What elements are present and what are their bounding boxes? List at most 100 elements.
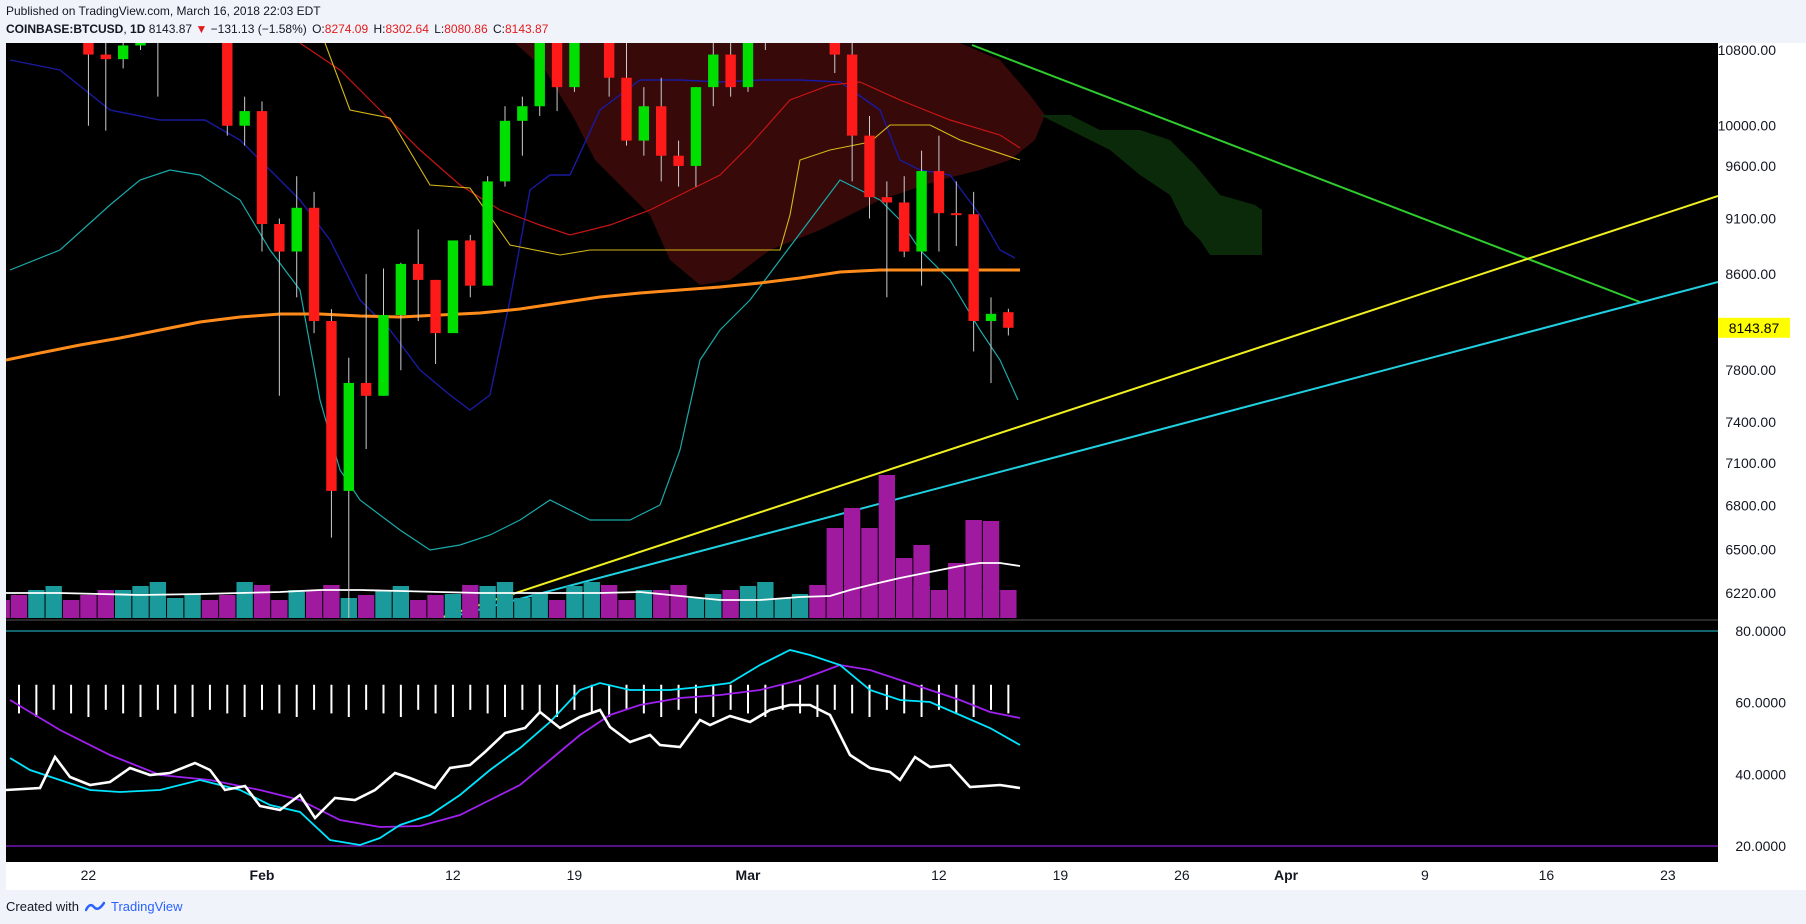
candle-2018-03-08 <box>864 115 875 219</box>
time-tick-label: 12 <box>445 867 461 883</box>
price-tick-label: 6800.00 <box>1725 497 1776 513</box>
candle-body <box>656 106 667 156</box>
volume-bar <box>878 475 896 618</box>
volume-bar <box>982 521 1000 618</box>
volume-bar <box>323 585 340 618</box>
time-tick-label: Mar <box>736 867 761 883</box>
candle-body <box>83 43 94 55</box>
candle-2018-02-03 <box>291 176 302 298</box>
volume-bar <box>114 590 132 618</box>
candle-body <box>308 207 320 322</box>
volume-bar <box>479 586 496 618</box>
candle-body <box>274 223 285 252</box>
candle-body <box>326 321 337 491</box>
volume-bar <box>167 598 184 618</box>
volume-bar <box>375 590 392 618</box>
ichimoku-cloud-green <box>1040 115 1262 255</box>
volume-bar <box>583 582 600 618</box>
candle-2018-02-01 <box>256 101 268 252</box>
volume-bar <box>357 595 375 618</box>
volume-bar <box>948 563 965 618</box>
volume-bar <box>896 558 913 618</box>
price-change: −131.13 (−1.58%) <box>210 22 307 36</box>
candle-2018-01-19 <box>31 0 41 41</box>
time-tick-label: 12 <box>931 867 947 883</box>
candle-body <box>343 382 354 491</box>
candle-2018-03-15 <box>985 297 997 383</box>
ma-red-line <box>299 43 1021 236</box>
candle-body <box>0 0 7 23</box>
candle-2018-03-11 <box>916 150 927 286</box>
tradingview-brand-link[interactable]: TradingView <box>110 899 183 914</box>
trendline-yellow <box>439 195 1718 618</box>
time-tick-label: 9 <box>1421 867 1429 883</box>
candle-body <box>447 240 459 334</box>
quote-line: COINBASE:BTCUSD, 1D 8143.87 ▼ −131.13 (−… <box>6 22 549 36</box>
candlestick-series <box>0 0 1014 618</box>
candle-2018-01-30 <box>222 43 233 136</box>
volume-bar <box>600 585 618 618</box>
svg-text:8143.87: 8143.87 <box>1729 320 1780 336</box>
time-tick-label: 22 <box>81 867 97 883</box>
candle-body <box>603 43 615 78</box>
volume-bar <box>965 520 982 618</box>
candle-2018-03-09 <box>881 181 893 298</box>
volume-bar <box>774 598 791 618</box>
candle-body <box>778 0 788 27</box>
candle-body <box>360 382 372 396</box>
volume-bar <box>45 586 62 618</box>
candle-body <box>673 155 684 166</box>
candle-body <box>933 171 945 214</box>
time-tick-label: Feb <box>250 867 275 883</box>
osc-tick-label: 80.0000 <box>1735 623 1786 639</box>
candle-2018-02-07 <box>360 274 372 450</box>
candle-body <box>621 77 632 141</box>
volume-bar <box>739 586 757 618</box>
candle-body <box>846 54 858 136</box>
last-price: 8143.87 <box>148 22 193 36</box>
price-tick-label: 7100.00 <box>1725 455 1776 471</box>
candle-body <box>899 202 910 252</box>
time-axis-background <box>6 862 1718 890</box>
candle-body <box>742 43 754 88</box>
volume-bar <box>28 590 45 618</box>
candle-2018-02-06 <box>343 357 354 618</box>
price-tick-label: 6500.00 <box>1725 542 1776 558</box>
low-label: L: <box>434 22 445 36</box>
time-tick-label: 16 <box>1539 867 1555 883</box>
price-tick-label: 9600.00 <box>1725 158 1776 174</box>
price-tick-label: 8600.00 <box>1725 266 1776 282</box>
open-value: 8274.09 <box>324 22 369 36</box>
ma200-line <box>6 268 1020 362</box>
volume-bar <box>288 590 305 618</box>
candle-2018-02-05 <box>326 309 337 538</box>
candle-2018-03-13 <box>951 181 962 246</box>
time-tick-label: 19 <box>567 867 583 883</box>
volume-bar <box>201 600 219 618</box>
volume-bar <box>618 600 635 618</box>
candle-body <box>378 315 389 396</box>
volume-bar <box>913 545 930 618</box>
candle-2018-03-06 <box>829 43 840 74</box>
time-tick-label: 26 <box>1174 867 1190 883</box>
candle-2018-03-04 <box>795 0 805 10</box>
low-value: 8080.86 <box>444 22 488 36</box>
candle-2018-01-31 <box>239 96 250 146</box>
candle-2018-03-10 <box>899 176 910 258</box>
candle-2018-01-24 <box>117 43 129 69</box>
close-value: 8143.87 <box>504 22 549 36</box>
candle-2018-02-12 <box>447 240 459 334</box>
volume-bar <box>1000 590 1017 618</box>
volume-bar <box>670 585 687 618</box>
volume-bar <box>809 585 826 618</box>
down-arrow-icon: ▼ <box>195 22 208 36</box>
volume-bar <box>149 582 167 618</box>
candle-2018-03-16 <box>1003 308 1014 336</box>
price-axis: 10800.00 10000.00 9600.00 9100.00 8600.00 780… <box>1718 42 1777 601</box>
volume-bar <box>791 594 809 618</box>
candle-body <box>569 43 580 88</box>
candle-body <box>31 5 41 27</box>
candle-body <box>499 120 511 182</box>
volume-bar <box>132 586 149 618</box>
